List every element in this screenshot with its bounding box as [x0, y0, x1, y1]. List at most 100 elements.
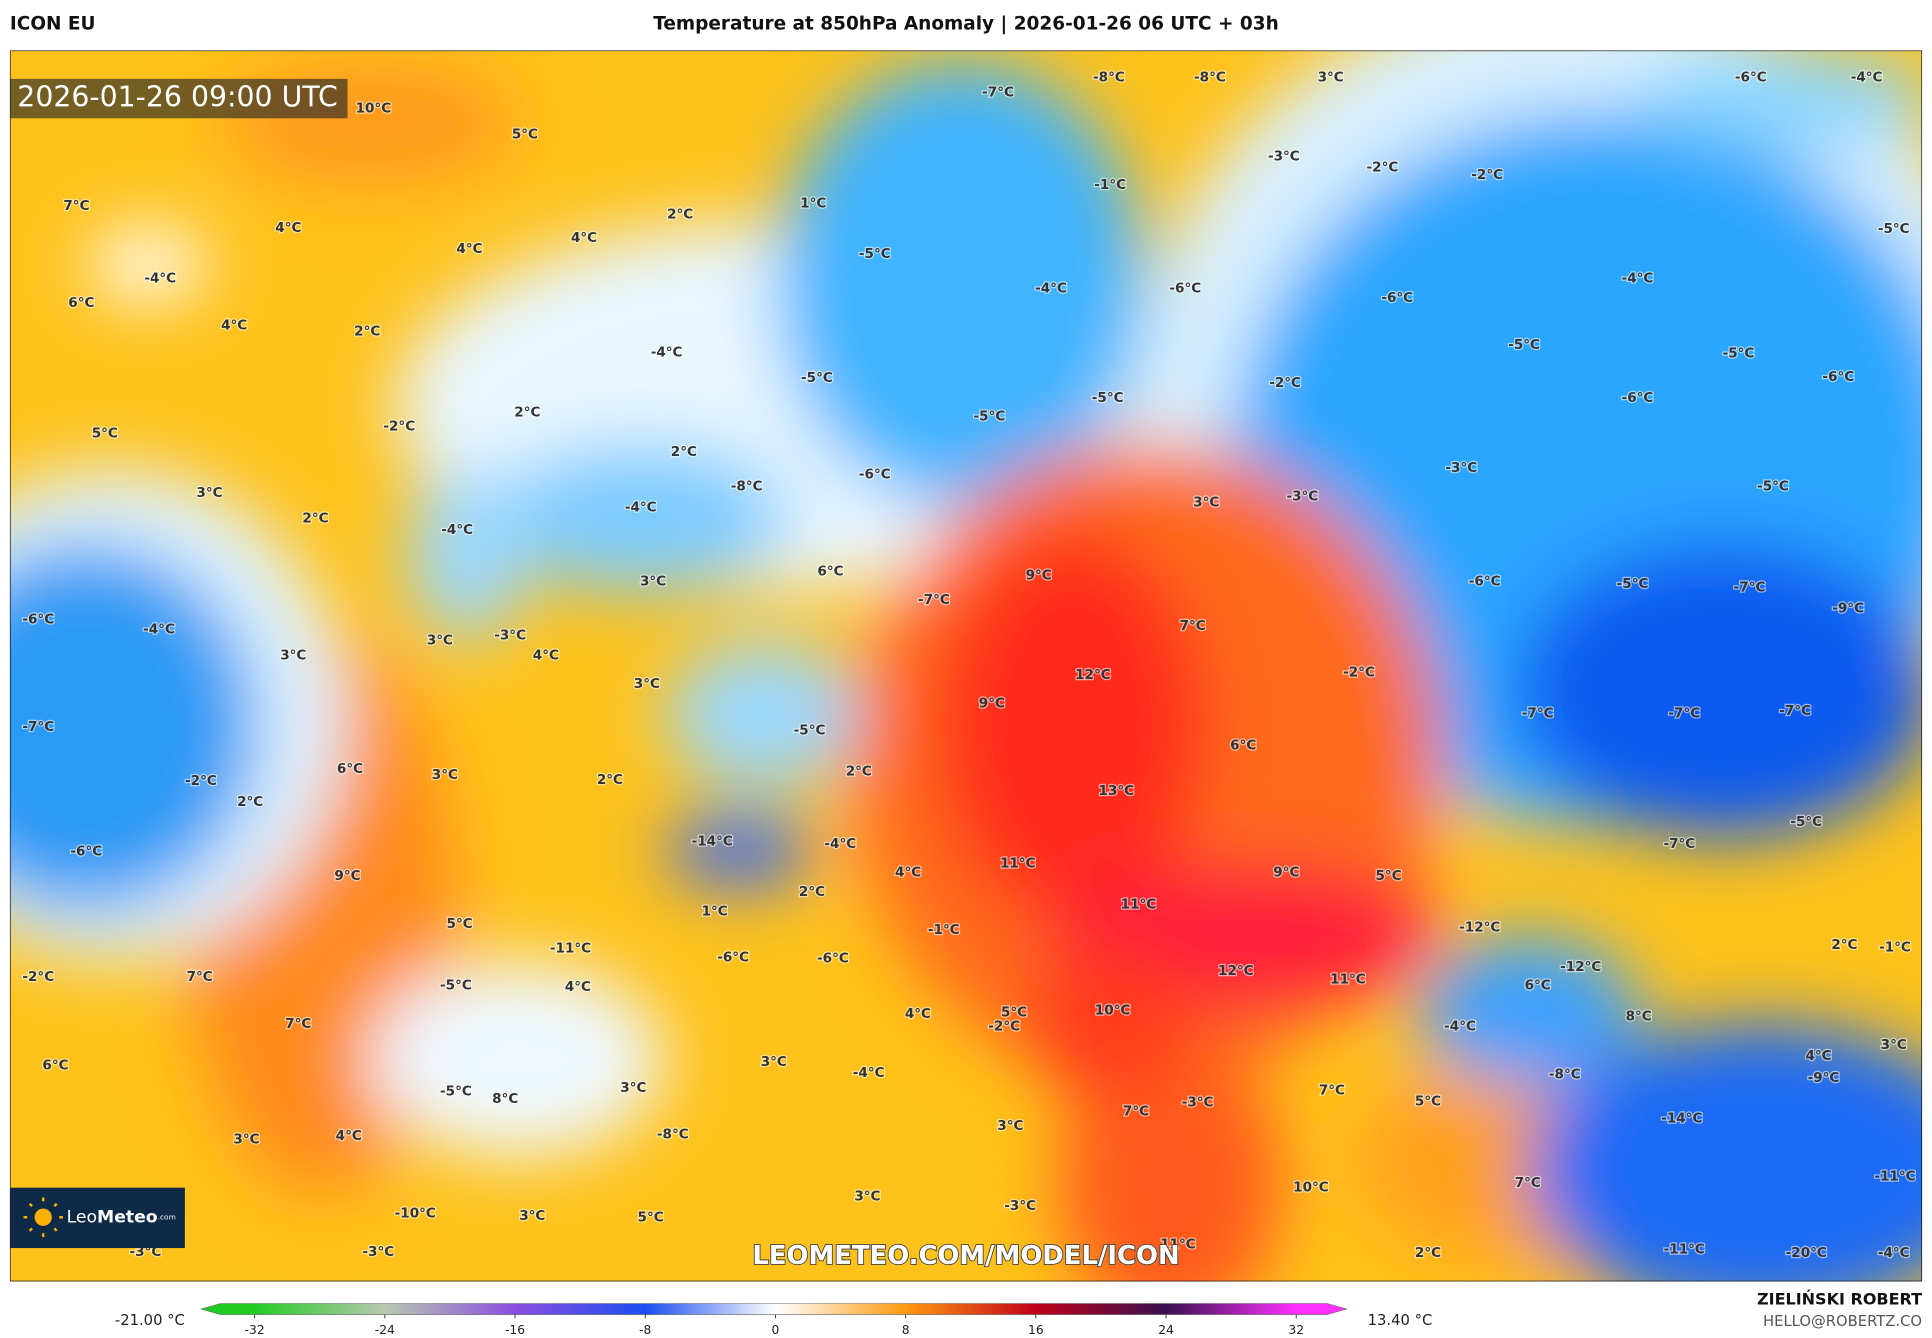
temperature-label: -3°C: [494, 628, 526, 644]
temperature-label: -6°C: [1622, 390, 1654, 406]
temperature-label: -6°C: [1169, 280, 1201, 296]
temperature-label: -6°C: [817, 951, 849, 967]
temperature-label: 11°C: [1000, 856, 1036, 872]
temperature-label: 3°C: [761, 1054, 787, 1070]
temperature-label: -12°C: [1459, 920, 1500, 936]
temperature-label: 4°C: [1805, 1048, 1831, 1064]
temperature-label: -3°C: [1445, 460, 1477, 476]
temperature-label: 6°C: [1525, 978, 1551, 994]
logo-name-bold: Meteo: [97, 1207, 158, 1227]
temperature-label: -5°C: [440, 1084, 472, 1100]
temperature-label: 9°C: [979, 695, 1005, 711]
temperature-label: -1°C: [928, 922, 960, 938]
temperature-label: 13°C: [1099, 783, 1135, 799]
temperature-label: 10°C: [1293, 1180, 1329, 1196]
temperature-label: -2°C: [1471, 167, 1503, 183]
watermark: LEOMETEO.COM/MODEL/ICON: [752, 1241, 1179, 1271]
temperature-label: 5°C: [1001, 1005, 1027, 1021]
temperature-label: 3°C: [519, 1208, 545, 1224]
temperature-label: -9°C: [1808, 1070, 1840, 1086]
temperature-label: 3°C: [1318, 70, 1344, 86]
map-title: Temperature at 850hPa Anomaly | 2026-01-…: [653, 14, 1278, 35]
temperature-label: -1°C: [1094, 177, 1126, 193]
temperature-label: -3°C: [1182, 1095, 1214, 1111]
temperature-label: -8°C: [1549, 1066, 1581, 1082]
temperature-label: 10°C: [356, 100, 392, 116]
temperature-label: -6°C: [70, 843, 102, 859]
temperature-label: 7°C: [1319, 1082, 1345, 1098]
colorbar-max: 13.40 °C: [1368, 1312, 1433, 1329]
colorbar-tick-label: 16: [1028, 1323, 1044, 1337]
temperature-label: 4°C: [571, 230, 597, 246]
temperature-label: -5°C: [1790, 814, 1822, 830]
temperature-label: 11°C: [1121, 896, 1157, 912]
temperature-label: 6°C: [68, 295, 94, 311]
temperature-label: 3°C: [997, 1118, 1023, 1134]
model-name: ICON EU: [10, 14, 96, 35]
temperature-label: -4°C: [1035, 280, 1067, 296]
temperature-label: 5°C: [1415, 1093, 1441, 1109]
author-email: HELLO@ROBERTZ.CO: [1763, 1313, 1922, 1330]
temperature-label: -8°C: [657, 1127, 689, 1143]
temperature-label: 11°C: [1330, 971, 1366, 987]
colorbar-tick-label: -8: [639, 1323, 651, 1337]
temperature-label: -6°C: [22, 612, 54, 628]
temperature-label: 9°C: [1026, 567, 1052, 583]
temperature-labels: 10°C 5°C 7°C 4°C 4°C 4°C 2°C 1°C -4°C 6°C 4°C 2°C 5°…: [21, 68, 1917, 1262]
logo-text: LeoMeteo.com: [67, 1207, 176, 1227]
logo-name: Leo: [67, 1207, 97, 1227]
temperature-label: -5°C: [859, 246, 891, 262]
temperature-label: 2°C: [1831, 937, 1857, 953]
temperature-label: 4°C: [336, 1128, 362, 1144]
temperature-label: -6°C: [859, 466, 891, 482]
temperature-label: -6°C: [1469, 574, 1501, 590]
timestamp: 2026-01-26 09:00 UTC: [17, 81, 337, 114]
temperature-label: 3°C: [634, 676, 660, 692]
temperature-label: 2°C: [667, 206, 693, 222]
temperature-label: 8°C: [1626, 1008, 1652, 1024]
temperature-label: -7°C: [1779, 703, 1811, 719]
temperature-label: 4°C: [905, 1006, 931, 1022]
temperature-label: -2°C: [988, 1018, 1020, 1034]
colorbar-tick-label: 0: [772, 1323, 780, 1337]
temperature-label: 8°C: [492, 1091, 518, 1107]
temperature-label: -4°C: [1878, 1245, 1910, 1261]
temperature-label: -2°C: [22, 969, 54, 985]
temperature-label: 3°C: [1881, 1037, 1907, 1053]
temperature-label: -2°C: [1367, 160, 1399, 176]
colorbar-tick-label: -32: [245, 1323, 265, 1337]
temperature-label: 1°C: [702, 904, 728, 920]
colorbar-tick-label: 24: [1158, 1323, 1174, 1337]
temperature-label: 1°C: [800, 195, 826, 211]
temperature-label: -4°C: [625, 500, 657, 516]
temperature-label: 11°C: [1160, 1236, 1196, 1252]
temperature-label: 2°C: [302, 511, 328, 527]
temperature-label: -5°C: [1508, 337, 1540, 353]
temperature-label: -4°C: [441, 522, 473, 538]
temperature-label: 3°C: [427, 633, 453, 649]
temperature-label: 6°C: [337, 761, 363, 777]
colorbar-tick-label: -24: [375, 1323, 395, 1337]
temperature-label: -8°C: [1194, 70, 1226, 86]
temperature-label: 7°C: [285, 1016, 311, 1032]
temperature-label: 10°C: [1095, 1002, 1131, 1018]
temperature-label: -5°C: [974, 408, 1006, 424]
temperature-label: 12°C: [1075, 667, 1111, 683]
temperature-label: -14°C: [1661, 1111, 1702, 1127]
temperature-label: 3°C: [640, 574, 666, 590]
colorbar-tick-label: -16: [505, 1323, 525, 1337]
temperature-label: 7°C: [1180, 618, 1206, 634]
temperature-label: 4°C: [275, 220, 301, 236]
temperature-label: 7°C: [1123, 1103, 1149, 1119]
temperature-label: -2°C: [1343, 665, 1375, 681]
temperature-label: 9°C: [334, 868, 360, 884]
temperature-label: -4°C: [1851, 70, 1883, 86]
colorbar: -32 -24 -16 -8 0 8 16 24 32: [199, 1303, 1348, 1337]
temperature-label: 2°C: [846, 763, 872, 779]
temperature-label: -20°C: [1786, 1245, 1827, 1261]
timestamp-box: [9, 78, 348, 119]
temperature-label: -11°C: [1874, 1169, 1915, 1185]
temperature-label: -5°C: [1878, 221, 1910, 237]
